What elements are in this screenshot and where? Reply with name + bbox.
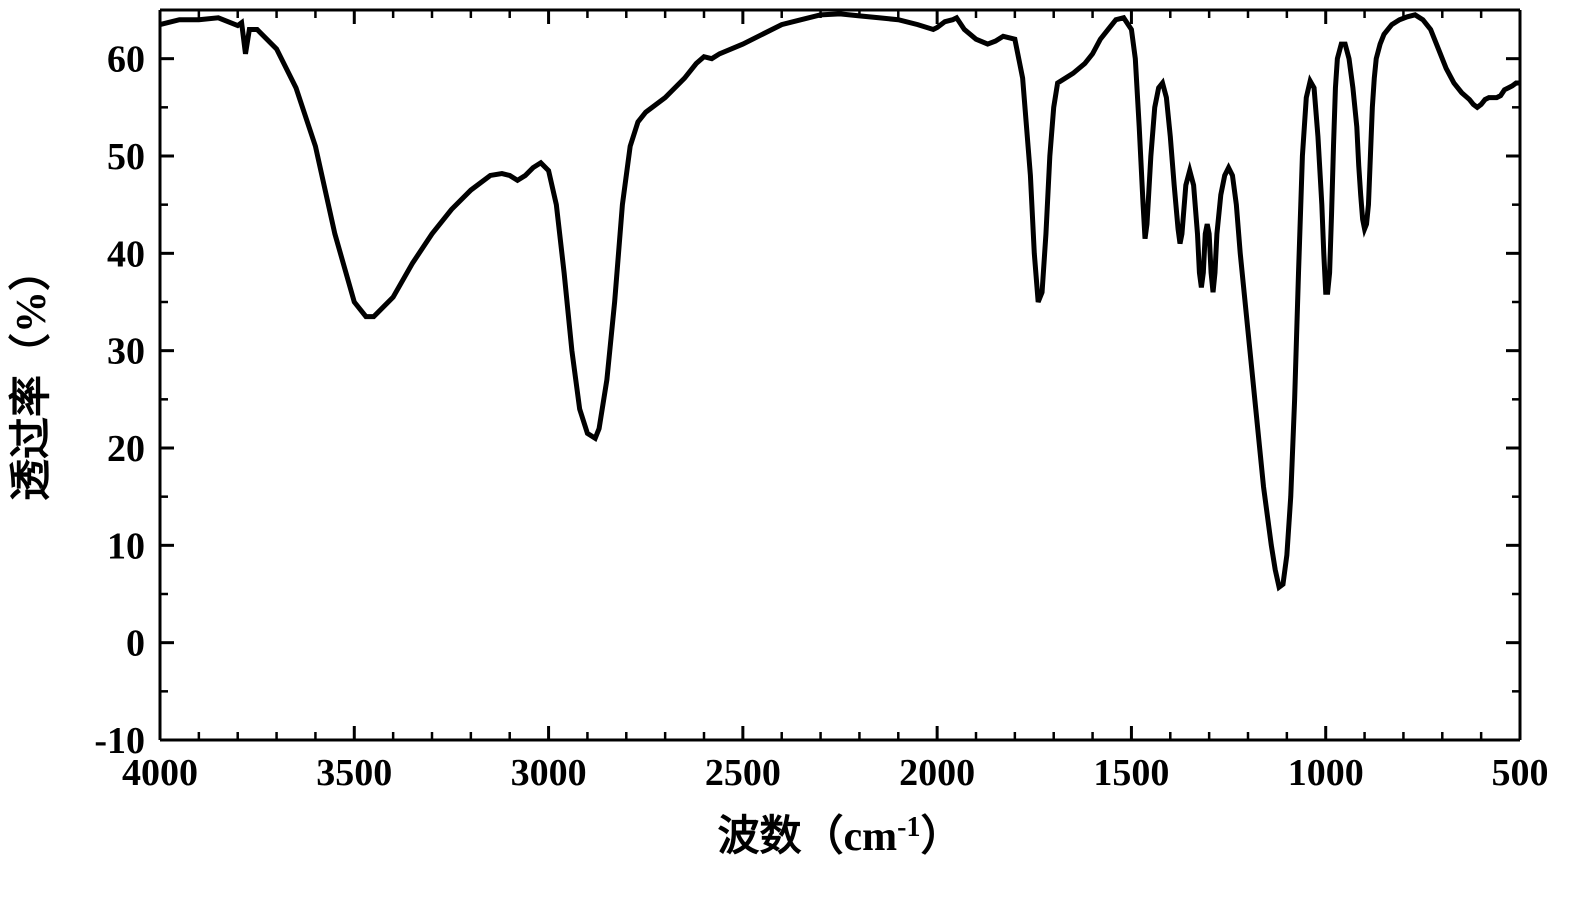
svg-text:10: 10 [107,525,145,567]
svg-text:60: 60 [107,39,145,81]
svg-text:-10: -10 [94,720,145,762]
svg-text:500: 500 [1492,752,1549,794]
svg-text:1000: 1000 [1288,752,1364,794]
svg-text:20: 20 [107,428,145,470]
y-axis-label: 透过率（%） [8,249,55,501]
svg-text:2000: 2000 [899,752,975,794]
svg-text:1500: 1500 [1093,752,1169,794]
ir-spectrum-chart: 4000350030002500200015001000500-10010203… [0,0,1583,898]
svg-text:2500: 2500 [705,752,781,794]
x-axis-label: 波数（cm-1） [718,812,963,860]
chart-svg: 4000350030002500200015001000500-10010203… [0,0,1583,898]
svg-text:3000: 3000 [511,752,587,794]
svg-text:30: 30 [107,331,145,373]
svg-text:40: 40 [107,233,145,275]
svg-text:0: 0 [126,623,145,665]
svg-text:3500: 3500 [316,752,392,794]
spectrum-trace [160,14,1520,587]
svg-text:50: 50 [107,136,145,178]
